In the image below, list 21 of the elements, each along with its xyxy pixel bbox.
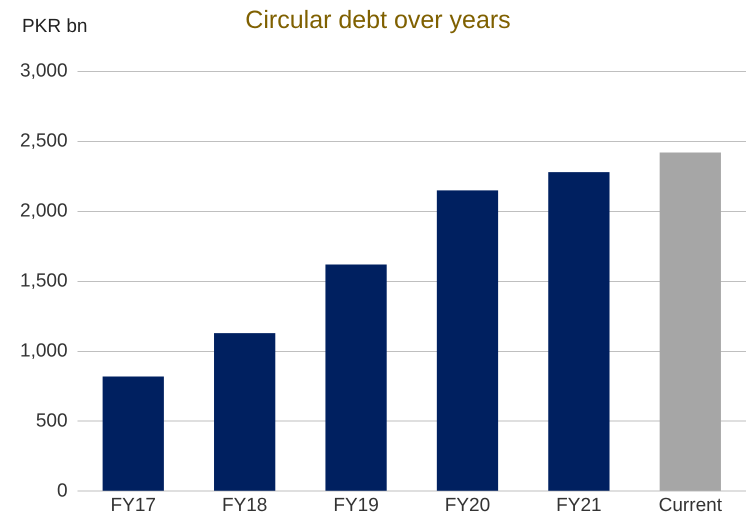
bar: [548, 172, 610, 491]
x-tick-label: FY18: [222, 494, 268, 516]
bar: [325, 264, 387, 491]
y-axis-title: PKR bn: [22, 16, 88, 38]
x-tick-label: FY17: [110, 494, 156, 516]
bar: [102, 376, 164, 491]
x-tick-label: FY19: [333, 494, 379, 516]
y-tick-label: 3,000: [20, 60, 68, 82]
chart-title: Circular debt over years: [245, 6, 511, 34]
bar: [214, 333, 276, 491]
x-tick-label: FY21: [556, 494, 602, 516]
y-tick-label: 1,000: [20, 340, 68, 362]
y-tick-label: 1,500: [20, 270, 68, 292]
x-tick-label: Current: [658, 494, 723, 516]
bar: [660, 152, 721, 491]
x-tick-label: FY20: [444, 494, 490, 516]
y-tick-label: 500: [36, 410, 68, 432]
bar: [436, 190, 498, 491]
y-tick-label: 2,000: [20, 200, 68, 222]
y-tick-label: 0: [56, 480, 68, 502]
y-tick-label: 2,500: [20, 130, 68, 152]
